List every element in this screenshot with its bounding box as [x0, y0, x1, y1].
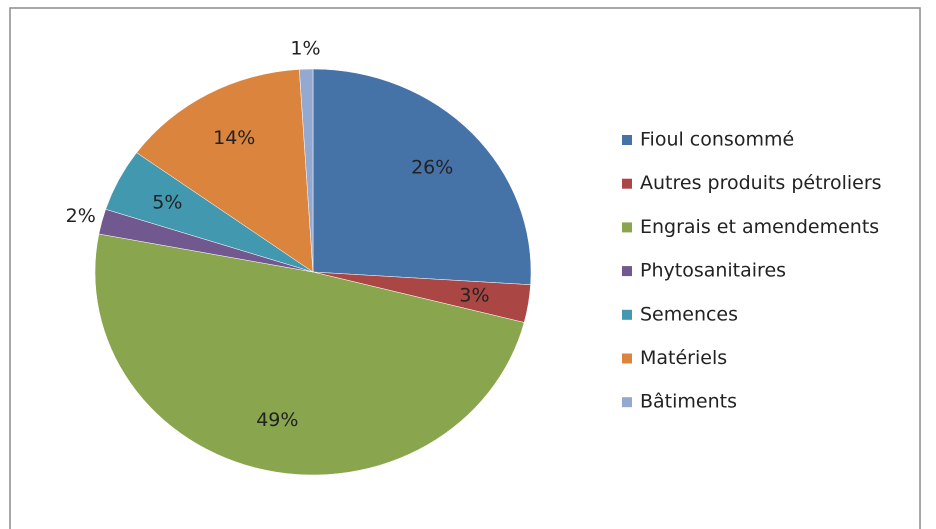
legend-swatch — [622, 222, 632, 233]
legend-swatch — [622, 266, 632, 277]
pie-slice — [299, 68, 314, 273]
data-label: 14% — [213, 127, 255, 149]
legend-label: Autres produits pétroliers — [640, 172, 882, 194]
legend-label: Bâtiments — [640, 391, 737, 413]
legend-label: Engrais et amendements — [640, 216, 879, 238]
pie-slice — [94, 233, 525, 476]
legend-swatch — [622, 309, 632, 320]
legend-label: Phytosanitaires — [640, 260, 786, 282]
legend-label: Matériels — [640, 347, 727, 369]
pie-slice — [136, 69, 314, 273]
legend-swatch — [622, 353, 632, 364]
data-label: 49% — [256, 409, 298, 431]
data-label: 2% — [66, 205, 96, 227]
legend-label: Fioul consommé — [640, 129, 794, 151]
legend-label: Semences — [640, 303, 738, 325]
pie-slice — [312, 68, 532, 286]
legend-swatch — [622, 178, 632, 189]
data-label: 5% — [152, 191, 182, 213]
legend-swatch — [622, 135, 632, 145]
data-label: 3% — [459, 284, 489, 306]
data-label: 1% — [290, 37, 320, 59]
legend-swatch — [622, 397, 632, 408]
data-label: 26% — [411, 156, 453, 178]
